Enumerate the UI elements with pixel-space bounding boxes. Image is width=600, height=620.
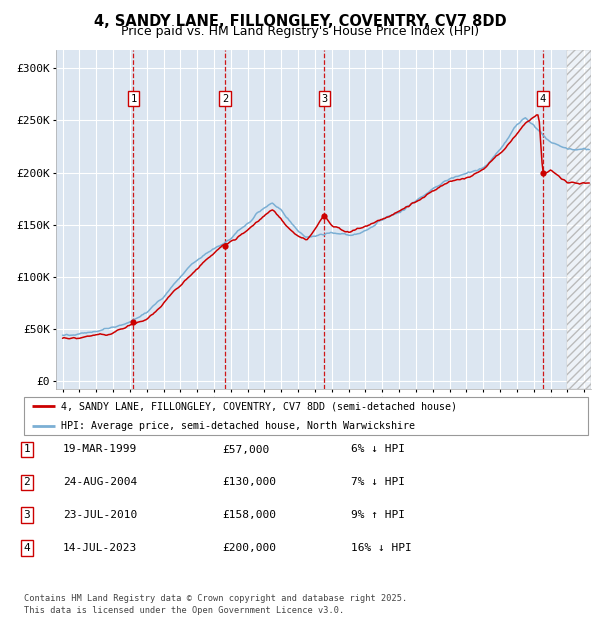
Text: 1: 1 xyxy=(130,94,137,104)
Text: 7% ↓ HPI: 7% ↓ HPI xyxy=(351,477,405,487)
Text: 19-MAR-1999: 19-MAR-1999 xyxy=(63,445,137,454)
Text: 4, SANDY LANE, FILLONGLEY, COVENTRY, CV7 8DD: 4, SANDY LANE, FILLONGLEY, COVENTRY, CV7… xyxy=(94,14,506,29)
Text: 2: 2 xyxy=(222,94,228,104)
Text: 9% ↑ HPI: 9% ↑ HPI xyxy=(351,510,405,520)
Text: £200,000: £200,000 xyxy=(222,543,276,553)
Text: 14-JUL-2023: 14-JUL-2023 xyxy=(63,543,137,553)
Text: Price paid vs. HM Land Registry's House Price Index (HPI): Price paid vs. HM Land Registry's House … xyxy=(121,25,479,38)
Text: 3: 3 xyxy=(321,94,328,104)
Text: 23-JUL-2010: 23-JUL-2010 xyxy=(63,510,137,520)
Bar xyxy=(568,50,591,389)
Text: 6% ↓ HPI: 6% ↓ HPI xyxy=(351,445,405,454)
Text: 24-AUG-2004: 24-AUG-2004 xyxy=(63,477,137,487)
Text: 1: 1 xyxy=(23,445,31,454)
Text: 2: 2 xyxy=(23,477,31,487)
Text: 4, SANDY LANE, FILLONGLEY, COVENTRY, CV7 8DD (semi-detached house): 4, SANDY LANE, FILLONGLEY, COVENTRY, CV7… xyxy=(61,401,457,412)
Text: 3: 3 xyxy=(23,510,31,520)
Text: 16% ↓ HPI: 16% ↓ HPI xyxy=(351,543,412,553)
Bar xyxy=(568,50,591,389)
Text: £158,000: £158,000 xyxy=(222,510,276,520)
Text: £130,000: £130,000 xyxy=(222,477,276,487)
Text: HPI: Average price, semi-detached house, North Warwickshire: HPI: Average price, semi-detached house,… xyxy=(61,420,415,431)
Text: Contains HM Land Registry data © Crown copyright and database right 2025.
This d: Contains HM Land Registry data © Crown c… xyxy=(24,594,407,615)
Text: 4: 4 xyxy=(23,543,31,553)
Text: £57,000: £57,000 xyxy=(222,445,269,454)
Text: 4: 4 xyxy=(540,94,546,104)
